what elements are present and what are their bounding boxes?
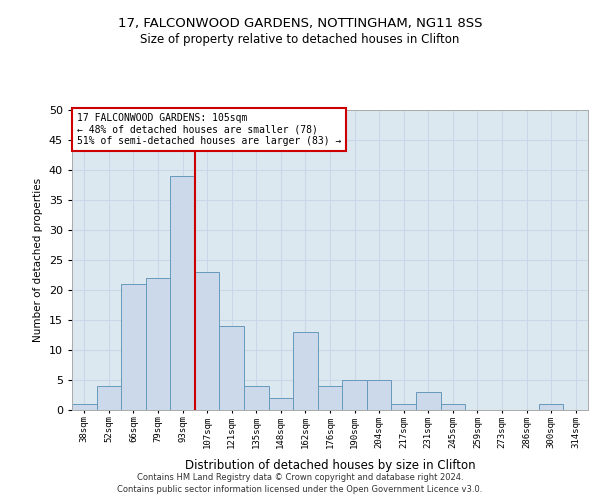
X-axis label: Distribution of detached houses by size in Clifton: Distribution of detached houses by size … bbox=[185, 459, 475, 472]
Bar bbox=[97, 386, 121, 410]
Bar bbox=[244, 386, 269, 410]
Bar bbox=[220, 326, 244, 410]
Bar bbox=[539, 404, 563, 410]
Bar bbox=[195, 272, 220, 410]
Bar bbox=[416, 392, 440, 410]
Bar bbox=[146, 278, 170, 410]
Y-axis label: Number of detached properties: Number of detached properties bbox=[33, 178, 43, 342]
Bar bbox=[72, 404, 97, 410]
Text: 17 FALCONWOOD GARDENS: 105sqm
← 48% of detached houses are smaller (78)
51% of s: 17 FALCONWOOD GARDENS: 105sqm ← 48% of d… bbox=[77, 113, 341, 146]
Bar bbox=[391, 404, 416, 410]
Text: Contains HM Land Registry data © Crown copyright and database right 2024.: Contains HM Land Registry data © Crown c… bbox=[137, 472, 463, 482]
Bar bbox=[318, 386, 342, 410]
Bar bbox=[342, 380, 367, 410]
Bar bbox=[293, 332, 318, 410]
Bar bbox=[121, 284, 146, 410]
Bar bbox=[170, 176, 195, 410]
Text: 17, FALCONWOOD GARDENS, NOTTINGHAM, NG11 8SS: 17, FALCONWOOD GARDENS, NOTTINGHAM, NG11… bbox=[118, 18, 482, 30]
Bar bbox=[440, 404, 465, 410]
Bar bbox=[367, 380, 391, 410]
Text: Contains public sector information licensed under the Open Government Licence v3: Contains public sector information licen… bbox=[118, 485, 482, 494]
Text: Size of property relative to detached houses in Clifton: Size of property relative to detached ho… bbox=[140, 32, 460, 46]
Bar bbox=[269, 398, 293, 410]
